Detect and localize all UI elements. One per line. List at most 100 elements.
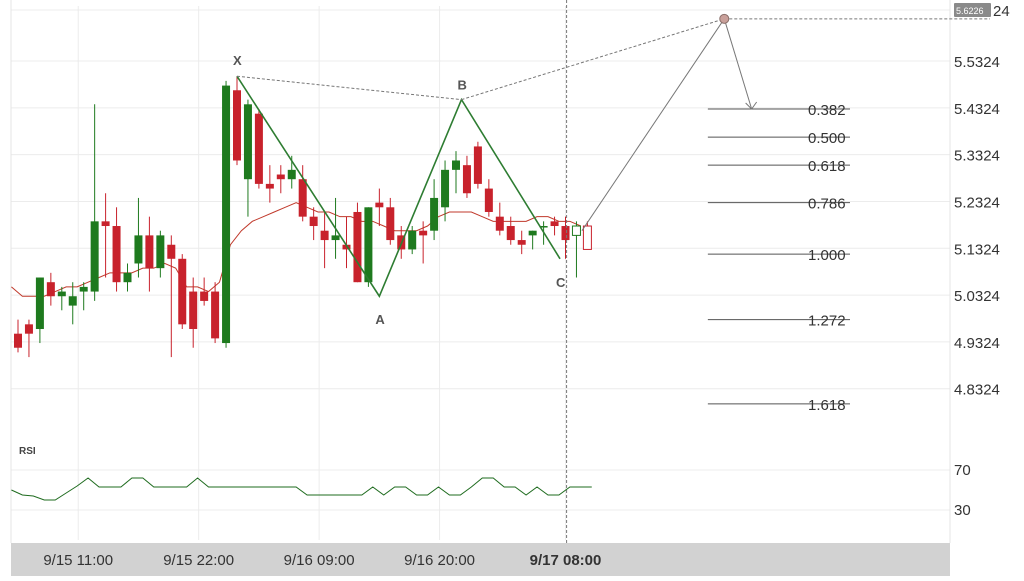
candle-body: [539, 226, 548, 228]
candle-body: [265, 183, 274, 189]
candle: [243, 99, 252, 217]
candle: [430, 179, 439, 241]
candle: [528, 230, 537, 250]
x-tick-label: 9/16 09:00: [284, 552, 355, 569]
candle-body: [550, 221, 559, 227]
candle: [68, 282, 77, 325]
candle: [200, 277, 209, 306]
rsi-line: [11, 477, 592, 501]
candle-body: [287, 169, 296, 180]
candle-body: [298, 179, 307, 217]
y-axis: 5.5324 5.4324 5.3324 5.2324 5.1324 5.0324 4.93…: [954, 3, 1010, 399]
candle: [320, 211, 329, 269]
x-axis: 9/15 11:00 9/15 22:00 9/16 09:00 9/16 20:00…: [11, 543, 950, 576]
fib-level-label: 0.618: [808, 158, 846, 175]
pattern-zigzag-line: [236, 75, 561, 298]
price-badge-label: 5.6226: [956, 6, 984, 16]
candle-body: [90, 221, 99, 292]
candle-body: [331, 235, 340, 241]
candle-body: [561, 226, 570, 241]
projection-point-marker: [719, 13, 730, 24]
y-tick-label-partial: 24: [993, 3, 1010, 20]
projection-line: [581, 18, 725, 231]
candle-body: [211, 291, 220, 339]
candle: [506, 216, 515, 245]
candle: [375, 188, 384, 227]
fib-levels: 0.382 0.500 0.618 0.786 1.000 1.272 1.618: [707, 102, 850, 414]
fib-level-label: 0.786: [808, 196, 846, 213]
candle: [101, 193, 110, 278]
x-tick-label: 9/16 20:00: [404, 552, 475, 569]
candle: [123, 263, 132, 292]
candle-body: [364, 207, 373, 283]
pattern-point-label: B: [457, 78, 466, 93]
arrow-head: [745, 101, 758, 110]
y-tick-label: 5.3324: [954, 148, 1000, 165]
candle: [342, 216, 351, 269]
x-tick-label: 9/15 11:00: [43, 552, 113, 569]
candle-body: [112, 226, 121, 283]
candle-body: [145, 235, 154, 269]
candle-body: [375, 202, 384, 208]
x-tick-label: 9/17 08:00: [530, 552, 602, 569]
candle-body: [495, 216, 504, 231]
candle: [276, 165, 285, 194]
candle: [156, 230, 165, 278]
candle: [550, 216, 559, 236]
pattern-point-label: C: [556, 275, 566, 290]
candle-body: [408, 230, 417, 250]
price-badge-box: [954, 3, 991, 17]
y-tick-label: 4.8324: [954, 382, 1000, 399]
candle-body: [243, 104, 252, 180]
candle: [561, 216, 570, 259]
candle: [408, 226, 417, 255]
moving-average: [11, 202, 582, 297]
candle-body: [276, 174, 285, 180]
rsi-panel: RSI 70 30: [11, 446, 971, 519]
candle-body: [222, 85, 231, 344]
candle-body: [320, 230, 329, 241]
y-tick-label: 4.9324: [954, 335, 1000, 352]
candle: [233, 76, 241, 166]
candle: [265, 165, 274, 203]
candle-body: [484, 188, 493, 212]
rsi-label: RSI: [19, 446, 36, 457]
candle: [145, 216, 154, 292]
candle-body: [233, 90, 241, 161]
candle: [112, 207, 121, 292]
candle-body: [473, 146, 482, 184]
candle-body: [353, 211, 362, 283]
candle: [462, 155, 471, 198]
candle-body: [254, 113, 263, 184]
candle-body: [79, 286, 88, 292]
candle-body: [101, 221, 110, 227]
candle: [484, 179, 493, 217]
pattern-point-label: X: [233, 53, 242, 68]
candle-body: [134, 235, 143, 264]
candle-body: [68, 296, 77, 306]
fib-level-label: 1.618: [808, 397, 846, 414]
candle: [90, 104, 99, 301]
candle: [473, 141, 482, 189]
candle-body: [24, 324, 33, 334]
candle: [24, 319, 33, 358]
candle: [517, 230, 526, 255]
grid-lines: [10, 0, 951, 543]
candle: [309, 207, 318, 241]
candle-body: [57, 291, 66, 297]
x-tick-label: 9/15 22:00: [163, 552, 234, 569]
candle-body: [430, 197, 439, 231]
candle-body: [582, 225, 592, 250]
candle: [364, 207, 373, 287]
pattern-bd-dashed-line: [461, 18, 725, 101]
candle: [14, 319, 22, 353]
candle-body: [46, 282, 55, 297]
candle: [495, 202, 504, 236]
candle-body: [178, 258, 187, 325]
candle-body: [441, 169, 450, 208]
pattern-point-labels: X A B C: [233, 53, 566, 327]
candle: [57, 286, 66, 311]
candle-body: [452, 160, 460, 170]
fib-level-label: 1.000: [808, 247, 846, 264]
